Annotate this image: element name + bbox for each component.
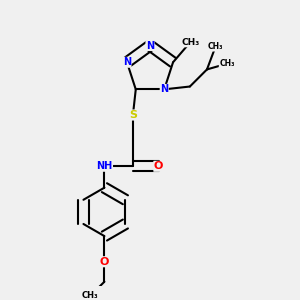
Text: S: S	[129, 110, 137, 120]
Text: CH₃: CH₃	[181, 38, 199, 47]
Text: CH₃: CH₃	[208, 42, 223, 51]
Text: NH: NH	[96, 161, 112, 171]
Text: O: O	[100, 257, 109, 267]
Text: CH₃: CH₃	[82, 291, 98, 300]
Text: N: N	[123, 57, 131, 67]
Text: N: N	[146, 40, 154, 51]
Text: N: N	[160, 84, 168, 94]
Text: CH₃: CH₃	[219, 59, 235, 68]
Text: O: O	[154, 161, 163, 171]
